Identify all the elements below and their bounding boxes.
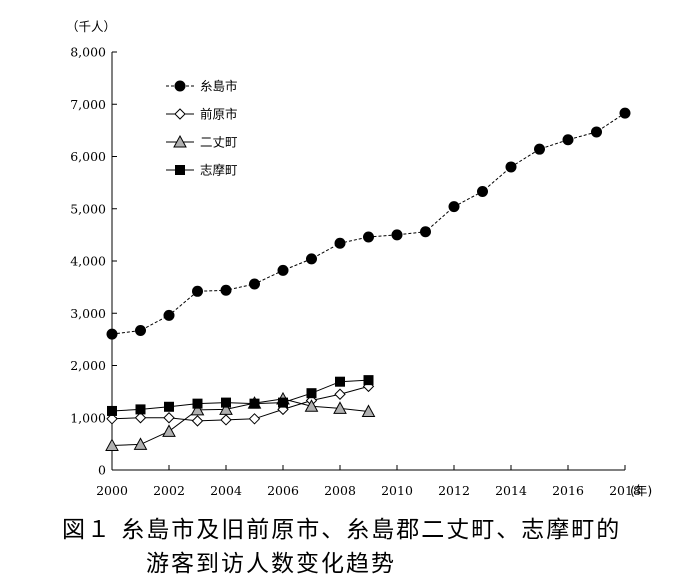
data-point bbox=[619, 107, 631, 119]
data-point bbox=[221, 397, 231, 408]
data-point bbox=[190, 402, 205, 416]
data-point bbox=[391, 229, 403, 241]
y-tick-label: 3,000 bbox=[70, 306, 106, 321]
line-chart: （千人） (年) 0 1,000 2,000 3,000 4,000 5,000 6,000… bbox=[66, 19, 652, 498]
y-tick-label: 4,000 bbox=[70, 254, 106, 269]
legend-item: 二丈町 bbox=[166, 135, 238, 150]
x-axis-ticks: 2000 2002 2004 2006 2008 2010 2012 2014 2016 2018 bbox=[96, 465, 641, 498]
legend-label: 志摩町 bbox=[200, 163, 238, 178]
y-tick-label: 8,000 bbox=[70, 45, 106, 60]
series-line bbox=[111, 379, 369, 412]
data-point bbox=[361, 404, 376, 417]
data-point bbox=[306, 388, 317, 399]
data-point bbox=[106, 413, 118, 425]
data-point bbox=[249, 278, 260, 290]
data-point bbox=[163, 309, 175, 321]
data-point bbox=[135, 404, 146, 415]
figure-caption-line-2: 游客到访人数变化趋势 bbox=[146, 551, 396, 577]
data-point bbox=[219, 402, 233, 415]
data-point bbox=[534, 143, 545, 155]
legend-marker bbox=[174, 80, 186, 92]
x-tick-label: 2002 bbox=[153, 483, 185, 498]
legend-label: 前原市 bbox=[200, 107, 238, 122]
legend-marker bbox=[173, 134, 187, 148]
series-1 bbox=[106, 107, 631, 340]
y-tick-label: 6,000 bbox=[70, 149, 106, 164]
data-point bbox=[278, 397, 288, 408]
data-point bbox=[106, 328, 118, 340]
legend-label: 二丈町 bbox=[200, 135, 238, 150]
data-point bbox=[105, 438, 119, 451]
x-tick-label: 2010 bbox=[381, 483, 413, 498]
legend-marker bbox=[175, 165, 185, 175]
y-tick-label: 0 bbox=[98, 463, 106, 478]
data-point bbox=[220, 284, 232, 296]
data-point bbox=[304, 399, 319, 412]
data-point bbox=[335, 376, 345, 387]
series-line bbox=[111, 398, 369, 446]
series-line bbox=[111, 112, 626, 335]
x-axis-unit: (年) bbox=[630, 483, 652, 498]
series-layer bbox=[105, 107, 631, 451]
x-tick-label: 2008 bbox=[324, 483, 356, 498]
x-tick-label: 2018 bbox=[609, 483, 641, 498]
data-point bbox=[135, 324, 146, 336]
data-point bbox=[192, 398, 203, 409]
legend-marker bbox=[174, 108, 186, 120]
figure-caption-line-1: 図１ 糸島市及旧前原市、糸島郡二丈町、志摩町的 bbox=[62, 517, 622, 543]
data-point bbox=[334, 237, 346, 249]
data-point bbox=[306, 253, 317, 265]
data-point bbox=[192, 285, 203, 297]
x-tick-label: 2014 bbox=[495, 483, 527, 498]
legend-label: 糸島市 bbox=[200, 79, 238, 94]
series-4 bbox=[107, 375, 374, 416]
data-point bbox=[562, 134, 574, 146]
data-point bbox=[134, 412, 147, 424]
data-point bbox=[107, 405, 117, 416]
data-point bbox=[505, 161, 517, 173]
y-axis-ticks: 0 1,000 2,000 3,000 4,000 5,000 6,000 7,000 8,00… bbox=[70, 45, 117, 478]
x-tick-label: 2016 bbox=[552, 483, 584, 498]
legend-item: 糸島市 bbox=[166, 79, 238, 94]
y-tick-label: 7,000 bbox=[70, 97, 106, 112]
data-point bbox=[220, 414, 232, 426]
data-point bbox=[164, 401, 174, 412]
data-point bbox=[363, 231, 374, 243]
series-line bbox=[111, 385, 369, 422]
y-tick-label: 2,000 bbox=[70, 358, 106, 373]
data-point bbox=[163, 412, 175, 424]
data-point bbox=[191, 415, 204, 427]
data-point bbox=[333, 401, 347, 414]
series-3 bbox=[105, 391, 376, 451]
data-point bbox=[363, 375, 374, 386]
data-point bbox=[334, 388, 346, 400]
x-tick-label: 2004 bbox=[210, 483, 242, 498]
data-point bbox=[162, 424, 176, 437]
data-point bbox=[477, 186, 488, 198]
series-2 bbox=[106, 380, 375, 427]
x-tick-label: 2012 bbox=[438, 483, 470, 498]
data-point bbox=[448, 201, 460, 213]
y-tick-label: 5,000 bbox=[70, 201, 106, 216]
data-point bbox=[249, 398, 260, 409]
y-tick-label: 1,000 bbox=[70, 410, 106, 425]
data-point bbox=[133, 437, 148, 450]
legend-item: 前原市 bbox=[166, 107, 238, 122]
data-point bbox=[420, 226, 431, 238]
data-point bbox=[248, 413, 261, 425]
data-point bbox=[277, 264, 289, 276]
y-axis-unit: （千人） bbox=[66, 19, 116, 34]
x-tick-label: 2006 bbox=[267, 483, 299, 498]
x-tick-label: 2000 bbox=[96, 483, 128, 498]
legend-item: 志摩町 bbox=[166, 163, 238, 178]
data-point bbox=[591, 126, 602, 138]
